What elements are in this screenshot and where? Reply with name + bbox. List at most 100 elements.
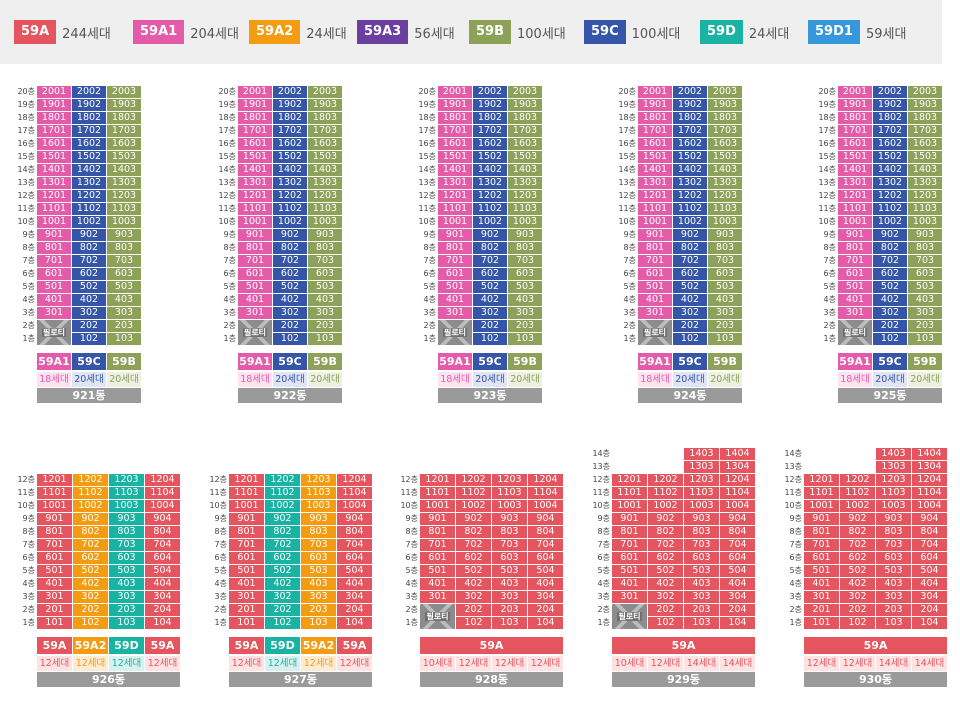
unit-cell: 801 (420, 526, 455, 538)
unit-cell: 103 (301, 617, 336, 629)
floor-label: 17층 (618, 126, 636, 135)
unit-count: 12세대 (840, 656, 875, 671)
floor-label: 7층 (22, 540, 35, 549)
floor-label: 10층 (17, 217, 35, 226)
floor-label: 8층 (223, 243, 236, 252)
type-tag: 59B (908, 353, 942, 370)
floor-label: 5층 (423, 282, 436, 291)
unit-cell: 402 (873, 294, 907, 306)
unit-cell: 1101 (420, 487, 455, 499)
floor-label: 19층 (17, 100, 35, 109)
unit-cell: 904 (337, 513, 372, 525)
type-tag: 59A1 (238, 353, 272, 370)
legend-count: 56세대 (414, 26, 455, 42)
unit-cell: 1103 (508, 203, 542, 215)
unit-cell: 702 (72, 255, 106, 267)
unit-cell: 1501 (438, 151, 472, 163)
unit-cell: 601 (438, 268, 472, 280)
unit-cell: 803 (684, 526, 719, 538)
unit-cell: 903 (684, 513, 719, 525)
unit-cell: 1203 (684, 474, 719, 486)
unit-cell: 1202 (73, 474, 108, 486)
unit-cell: 1703 (508, 125, 542, 137)
building-name: 922동 (238, 388, 342, 403)
unit-cell: 1103 (308, 203, 342, 215)
floor-label: 15층 (818, 152, 836, 161)
unit-cell: 1301 (37, 177, 71, 189)
unit-cell: 902 (73, 513, 108, 525)
type-tag: 59A2 (301, 637, 336, 654)
type-tag: 59A (37, 637, 72, 654)
legend-item-59a: 59A 244세대 (14, 20, 111, 44)
unit-cell: 603 (109, 552, 144, 564)
floor-label: 4층 (423, 295, 436, 304)
unit-cell: 1102 (73, 487, 108, 499)
unit-cell: 202 (873, 320, 907, 332)
legend-count: 24세대 (306, 26, 347, 42)
legend-item-59b: 59B 100세대 (469, 20, 566, 44)
floor-label: 12층 (418, 191, 436, 200)
floor-label: 3층 (597, 592, 610, 601)
unit-cell: 203 (109, 604, 144, 616)
unit-cell: 702 (456, 539, 491, 551)
unit-cell: 1202 (265, 474, 300, 486)
floor-label: 9층 (423, 230, 436, 239)
unit-cell: 803 (109, 526, 144, 538)
unit-cell: 102 (873, 333, 907, 345)
floor-label: 19층 (818, 100, 836, 109)
unit-cell: 102 (473, 333, 507, 345)
unit-cell: 1003 (508, 216, 542, 228)
unit-cell: 703 (492, 539, 527, 551)
floor-label: 19층 (418, 100, 436, 109)
unit-cell: 1002 (72, 216, 106, 228)
unit-cell: 501 (638, 281, 672, 293)
unit-cell: 1301 (638, 177, 672, 189)
unit-cell: 1502 (673, 151, 707, 163)
unit-cell: 1102 (648, 487, 683, 499)
unit-cell: 903 (908, 229, 942, 241)
type-tag: 59B (508, 353, 542, 370)
type-tag: 59A1 (438, 353, 472, 370)
floor-label: 8층 (22, 243, 35, 252)
floor-label: 11층 (400, 488, 418, 497)
unit-cell: 2001 (37, 86, 71, 98)
unit-cell: 1103 (107, 203, 141, 215)
unit-cell: 1501 (238, 151, 272, 163)
unit-cell: 102 (456, 617, 491, 629)
unit-cell: 501 (420, 565, 455, 577)
unit-cell: 303 (908, 307, 942, 319)
unit-cell: 701 (420, 539, 455, 551)
unit-cell: 1501 (838, 151, 872, 163)
unit-cell: 702 (648, 539, 683, 551)
floor-label: 20층 (218, 87, 236, 96)
unit-cell: 1201 (638, 190, 672, 202)
floor-label: 5층 (623, 282, 636, 291)
unit-count: 14세대 (876, 656, 911, 671)
unit-cell: 1903 (508, 99, 542, 111)
unit-count: 18세대 (37, 372, 71, 387)
unit-cell: 1001 (612, 500, 647, 512)
unit-cell: 504 (337, 565, 372, 577)
floor-label: 18층 (818, 113, 836, 122)
unit-cell: 604 (912, 552, 947, 564)
floor-label: 2층 (22, 321, 35, 330)
unit-cell: 102 (673, 333, 707, 345)
unit-cell: 502 (265, 565, 300, 577)
floor-label: 8층 (214, 527, 227, 536)
unit-cell: 502 (648, 565, 683, 577)
floor-label: 10층 (784, 501, 802, 510)
unit-cell: 403 (301, 578, 336, 590)
floor-label: 14층 (784, 449, 802, 458)
floor-label: 7층 (789, 540, 802, 549)
unit-cell: 1803 (308, 112, 342, 124)
type-tag: 59A (804, 637, 947, 654)
unit-cell: 403 (876, 578, 911, 590)
unit-cell: 402 (273, 294, 307, 306)
unit-cell: 701 (37, 255, 71, 267)
unit-cell: 502 (840, 565, 875, 577)
unit-cell: 803 (308, 242, 342, 254)
unit-cell: 1303 (508, 177, 542, 189)
floor-label: 5층 (22, 282, 35, 291)
unit-cell: 802 (673, 242, 707, 254)
unit-cell: 1601 (37, 138, 71, 150)
